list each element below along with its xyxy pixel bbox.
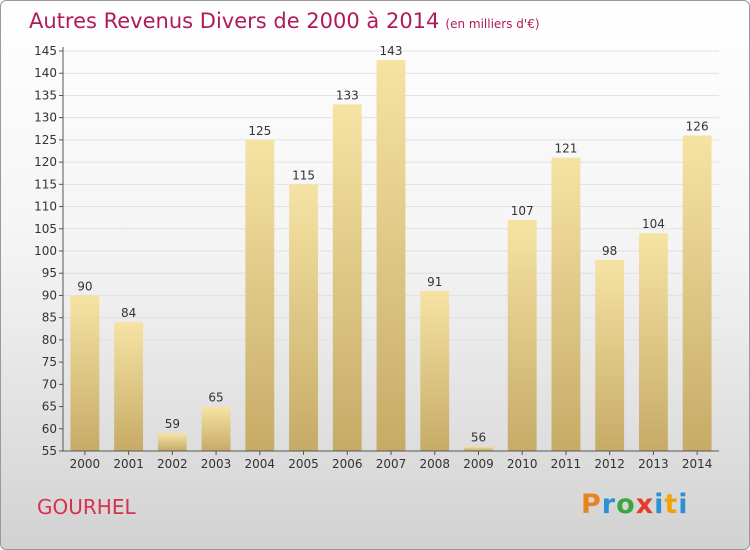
y-tick-label: 75: [42, 355, 57, 369]
x-tick-label: 2012: [594, 457, 625, 471]
bar: [70, 295, 100, 451]
bar: [332, 104, 362, 451]
bar: [595, 259, 625, 451]
data-label: 65: [208, 391, 223, 405]
data-label: 98: [602, 244, 617, 258]
data-label: 90: [77, 279, 92, 293]
bar: [157, 433, 187, 451]
logo-letter: P: [581, 489, 602, 520]
data-label: 126: [686, 119, 709, 133]
x-tick-label: 2004: [245, 457, 276, 471]
bar: [507, 219, 537, 451]
bar: [289, 184, 318, 452]
chart-title: Autres Revenus Divers de 2000 à 2014: [29, 9, 440, 33]
logo-letter: r: [601, 489, 617, 520]
chart-subtitle: (en milliers d'€): [445, 17, 540, 31]
y-tick-label: 80: [42, 333, 57, 347]
x-tick-label: 2008: [419, 457, 450, 471]
data-label: 107: [511, 204, 534, 218]
bar: [420, 291, 450, 451]
bar: [464, 446, 493, 451]
chart-title-block: Autres Revenus Divers de 2000 à 2014 (en …: [29, 9, 540, 33]
y-tick-label: 85: [42, 311, 57, 325]
y-tick-label: 100: [34, 244, 57, 258]
bar: [638, 233, 668, 451]
x-tick-label: 2009: [463, 457, 494, 471]
y-tick-label: 70: [42, 377, 57, 391]
y-tick-label: 95: [42, 266, 57, 280]
y-tick-label: 55: [42, 444, 57, 458]
bar: [376, 59, 406, 452]
x-tick-label: 2003: [201, 457, 232, 471]
bar: [245, 139, 275, 451]
logo-letter: x: [635, 489, 655, 520]
y-tick-label: 140: [34, 66, 57, 80]
x-tick-label: 2011: [551, 457, 582, 471]
y-tick-label: 130: [34, 111, 57, 125]
logo-letter: i: [678, 489, 689, 520]
data-label: 84: [121, 306, 136, 320]
logo-letter: i: [654, 489, 665, 520]
data-label: 104: [642, 217, 665, 231]
y-tick-label: 105: [34, 222, 57, 236]
x-tick-label: 2013: [638, 457, 669, 471]
data-label: 133: [336, 88, 359, 102]
bar: [551, 157, 581, 451]
bar: [682, 135, 712, 451]
x-tick-label: 2007: [376, 457, 407, 471]
x-tick-label: 2010: [507, 457, 538, 471]
data-label: 91: [427, 275, 442, 289]
logo-letter: t: [664, 489, 679, 520]
y-tick-label: 135: [34, 88, 57, 102]
y-tick-label: 120: [34, 155, 57, 169]
x-tick-label: 2005: [288, 457, 319, 471]
bar: [114, 322, 144, 451]
y-tick-label: 125: [34, 133, 57, 147]
y-tick-label: 110: [34, 200, 57, 214]
x-tick-label: 2002: [157, 457, 188, 471]
data-label: 59: [165, 417, 180, 431]
y-tick-label: 65: [42, 400, 57, 414]
data-label: 115: [292, 168, 315, 182]
logo-letter: o: [616, 489, 636, 520]
x-tick-label: 2014: [682, 457, 713, 471]
y-tick-label: 90: [42, 288, 57, 302]
data-label: 121: [554, 142, 577, 156]
y-tick-label: 145: [34, 44, 57, 58]
town-name: GOURHEL: [37, 495, 136, 519]
data-label: 143: [380, 44, 403, 58]
proxiti-logo: Proxiti: [581, 489, 689, 520]
x-tick-label: 2000: [70, 457, 101, 471]
y-tick-label: 115: [34, 177, 57, 191]
data-label: 56: [471, 431, 486, 445]
y-tick-label: 60: [42, 422, 57, 436]
x-tick-label: 2006: [332, 457, 363, 471]
bar: [201, 406, 231, 451]
data-label: 125: [248, 124, 271, 138]
x-tick-label: 2001: [113, 457, 144, 471]
